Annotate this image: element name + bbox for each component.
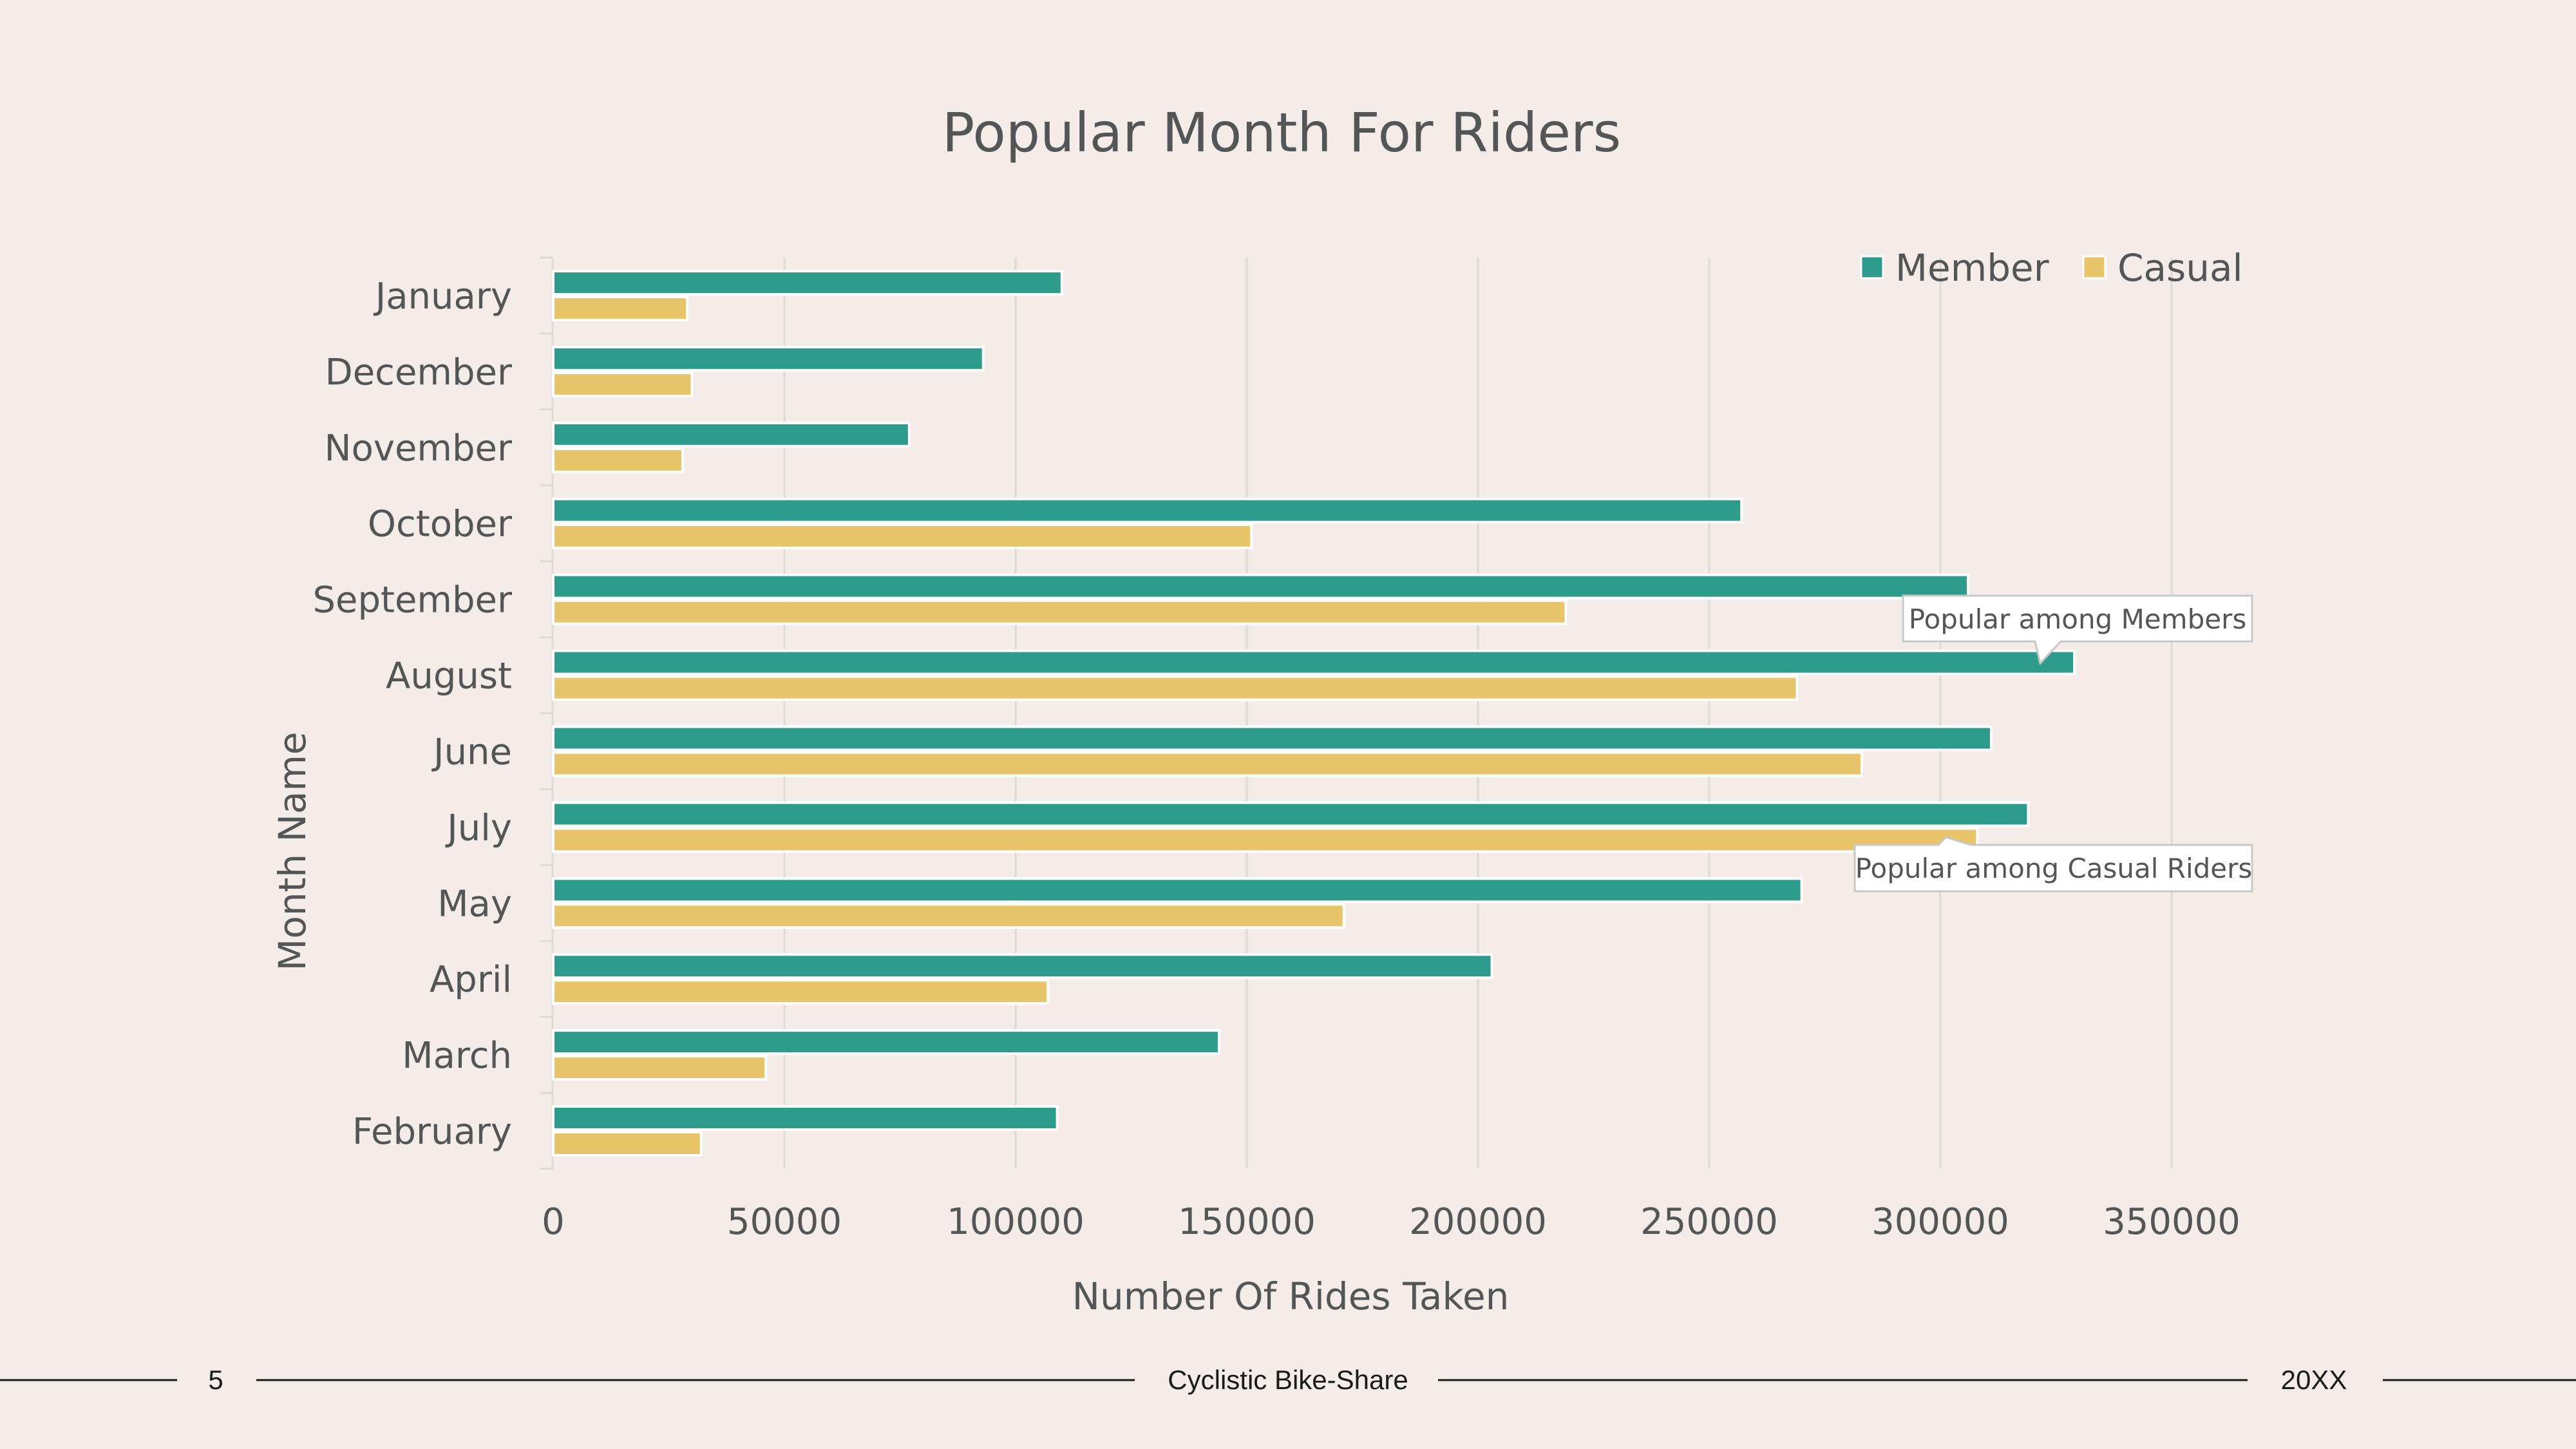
- bar-member-may: [552, 877, 1803, 904]
- footer-year: 20XX: [2281, 1365, 2347, 1395]
- labels: 0 50000 100000 150000 200000 250000 300000 3500…: [312, 276, 2240, 1243]
- bar-casual-december: [552, 371, 694, 397]
- bar-member-july: [552, 801, 2030, 828]
- y-category-label-february: February: [352, 1111, 512, 1153]
- callout-casual: Popular among Casual Riders: [1853, 836, 2253, 893]
- x-tick-label-300000: 300000: [1871, 1201, 2009, 1243]
- bar-member-september: [552, 573, 1970, 600]
- x-tick-label-150000: 150000: [1178, 1201, 1316, 1243]
- x-axis-title: Number Of Rides Taken: [1072, 1274, 1510, 1318]
- bar-casual-october: [552, 523, 1253, 549]
- footer-page-number: 5: [208, 1365, 223, 1395]
- y-category-label-march: March: [402, 1035, 512, 1077]
- grid-lines: [783, 258, 2173, 1169]
- callout-members: Popular among Members: [1902, 594, 2253, 666]
- legend-swatch-member: [1860, 255, 1884, 279]
- y-category-label-january: January: [374, 276, 512, 317]
- legend-label-casual: Casual: [2117, 246, 2243, 290]
- x-tick-label-200000: 200000: [1409, 1201, 1547, 1243]
- category-axis: [540, 256, 554, 1170]
- callout-casual-box: [1853, 836, 2253, 893]
- bar-casual-february: [552, 1131, 703, 1157]
- y-category-label-june: June: [431, 731, 512, 773]
- bar-casual-september: [552, 599, 1567, 625]
- y-category-label-april: April: [430, 959, 512, 1001]
- y-category-label-november: November: [325, 428, 513, 469]
- legend: Member Casual: [1860, 246, 2243, 290]
- bar-member-june: [552, 725, 1993, 752]
- footer: 5 Cyclistic Bike-Share 20XX: [0, 1365, 2576, 1395]
- x-tick-label-100000: 100000: [947, 1201, 1084, 1243]
- y-category-label-july: July: [445, 807, 512, 849]
- bar-casual-january: [552, 295, 689, 321]
- y-axis-title: Month Name: [270, 732, 314, 971]
- bar-casual-august: [552, 675, 1799, 701]
- bar-casual-april: [552, 979, 1050, 1005]
- callout-casual-text: Popular among Casual Riders: [1855, 853, 2253, 884]
- bars: [552, 269, 2076, 1157]
- y-category-label-december: December: [325, 352, 513, 393]
- y-category-label-may: May: [437, 883, 512, 925]
- bar-member-december: [552, 345, 985, 372]
- footer-center-text: Cyclistic Bike-Share: [1168, 1365, 1408, 1395]
- bar-casual-june: [552, 751, 1863, 777]
- bar-casual-july: [552, 827, 1979, 853]
- bar-casual-march: [552, 1055, 768, 1081]
- bar-member-august: [552, 649, 2076, 676]
- legend-label-member: Member: [1895, 246, 2049, 290]
- y-category-label-august: August: [386, 656, 512, 697]
- bar-member-april: [552, 953, 1493, 980]
- bar-member-march: [552, 1029, 1220, 1056]
- callout-members-text: Popular among Members: [1909, 603, 2246, 635]
- x-tick-label-50000: 50000: [727, 1201, 842, 1243]
- bar-member-october: [552, 497, 1743, 524]
- x-tick-label-0: 0: [542, 1201, 565, 1243]
- bar-casual-november: [552, 447, 685, 473]
- bar-member-february: [552, 1105, 1059, 1132]
- y-category-label-september: September: [312, 580, 513, 621]
- callout-members-box: [1902, 594, 2253, 666]
- chart-title: Popular Month For Riders: [942, 101, 1622, 164]
- x-tick-label-350000: 350000: [2103, 1201, 2240, 1243]
- bar-casual-may: [552, 903, 1345, 929]
- y-category-label-october: October: [368, 504, 513, 545]
- x-tick-label-250000: 250000: [1640, 1201, 1778, 1243]
- legend-swatch-casual: [2082, 255, 2107, 279]
- bar-member-november: [552, 421, 911, 448]
- bar-member-january: [552, 269, 1063, 296]
